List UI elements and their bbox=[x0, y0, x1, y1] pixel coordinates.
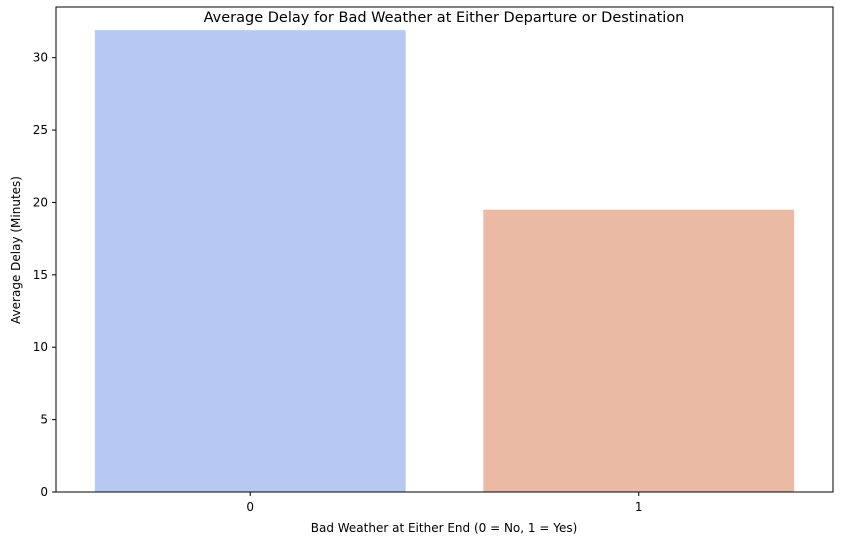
bars-group bbox=[94, 30, 795, 492]
y-tick-label: 15 bbox=[33, 268, 48, 282]
x-axis-label: Bad Weather at Either End (0 = No, 1 = Y… bbox=[311, 521, 578, 535]
plot-frame bbox=[55, 6, 834, 493]
x-tick-label: 0 bbox=[246, 500, 254, 514]
bar-0 bbox=[94, 30, 406, 492]
y-tick-label: 0 bbox=[40, 485, 48, 499]
y-tick-label: 10 bbox=[33, 340, 48, 354]
y-tick-label: 20 bbox=[33, 195, 48, 209]
y-axis-ticks: 0 5 10 15 20 25 30 bbox=[33, 51, 56, 499]
y-axis-label: Average Delay (Minutes) bbox=[9, 176, 23, 324]
y-tick-label: 25 bbox=[33, 123, 48, 137]
bar-1 bbox=[483, 209, 795, 492]
y-tick-label: 30 bbox=[33, 51, 48, 65]
chart-title: Average Delay for Bad Weather at Either … bbox=[204, 10, 685, 26]
y-tick-label: 5 bbox=[40, 413, 48, 427]
x-tick-label: 1 bbox=[635, 500, 643, 514]
